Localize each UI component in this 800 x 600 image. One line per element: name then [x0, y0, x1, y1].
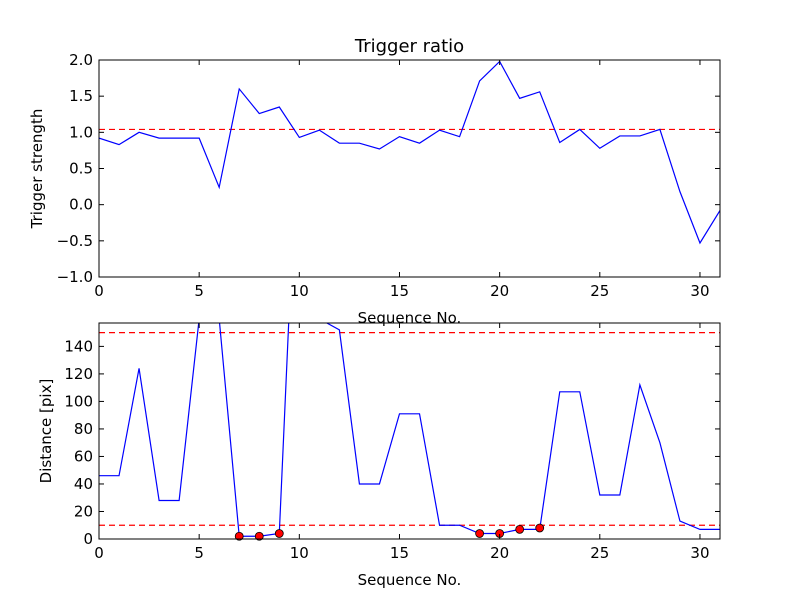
top-y-tick-label: 1.5	[69, 87, 93, 105]
bottom-x-tick-label: 0	[94, 544, 104, 562]
bottom-y-tick-label: 0	[83, 530, 93, 548]
bottom-y-tick-label: 60	[74, 447, 93, 465]
bottom-marker-point-1	[254, 531, 264, 541]
bottom-axes-distance: 0 5 10 15 20 25 30 0 20 40 60 80 100 120 140 Sequence N…	[37, 322, 721, 589]
top-plot-area	[99, 60, 720, 245]
bottom-marker-point-0	[234, 531, 244, 541]
bottom-x-tick-label: 25	[590, 544, 609, 562]
bottom-y-tick-label: 40	[74, 475, 93, 493]
top-y-tick-label: 1.0	[69, 123, 93, 141]
bottom-y-tick-label: 80	[74, 420, 93, 438]
top-y-tick-label: 0.0	[69, 196, 93, 214]
top-y-tick-label: 0.5	[69, 160, 93, 178]
top-x-tick-label: 5	[194, 282, 204, 300]
bottom-y-tick-label: 100	[64, 392, 93, 410]
bottom-plot-area	[99, 323, 720, 537]
bottom-y-tick-label: 120	[64, 365, 93, 383]
bottom-x-tick-label: 20	[490, 544, 509, 562]
bottom-x-tick-label: 30	[690, 544, 709, 562]
top-series-line-0	[99, 60, 720, 245]
top-y-tick-label: −1.0	[57, 268, 93, 286]
bottom-x-axis-label: Sequence No.	[358, 571, 462, 589]
top-x-tick-label: 20	[490, 282, 509, 300]
bottom-y-tick-label: 20	[74, 502, 93, 520]
top-axes-trigger-ratio: 0 5 10 15 20 25 30 −1.0 −0.5 0.0 0.5 1.0 1.5 2.0 Seque…	[28, 36, 721, 327]
bottom-y-axis-label: Distance [pix]	[37, 379, 55, 484]
bottom-marker-point-5	[515, 524, 525, 534]
bottom-x-tick-label: 5	[194, 544, 204, 562]
top-x-tick-label: 0	[94, 282, 104, 300]
bottom-x-tick-label: 10	[290, 544, 309, 562]
bottom-y-tick-label: 140	[64, 337, 93, 355]
bottom-marker-point-2	[274, 529, 284, 538]
top-x-tick-label: 25	[590, 282, 609, 300]
top-y-tick-label: −0.5	[57, 232, 93, 250]
bottom-marker-point-6	[535, 523, 545, 533]
bottom-axes-frame	[98, 322, 721, 540]
top-x-tick-label: 10	[290, 282, 309, 300]
top-x-tick-label: 15	[390, 282, 409, 300]
top-chart-title: Trigger ratio	[354, 36, 464, 57]
top-y-axis-label: Trigger strength	[28, 109, 46, 230]
bottom-marker-point-3	[475, 529, 485, 538]
top-x-axis-label: Sequence No.	[358, 309, 462, 327]
top-y-tick-label: 2.0	[69, 51, 93, 69]
bottom-series-line-0	[99, 323, 720, 537]
top-x-tick-label: 30	[690, 282, 709, 300]
bottom-x-tick-label: 15	[390, 544, 409, 562]
